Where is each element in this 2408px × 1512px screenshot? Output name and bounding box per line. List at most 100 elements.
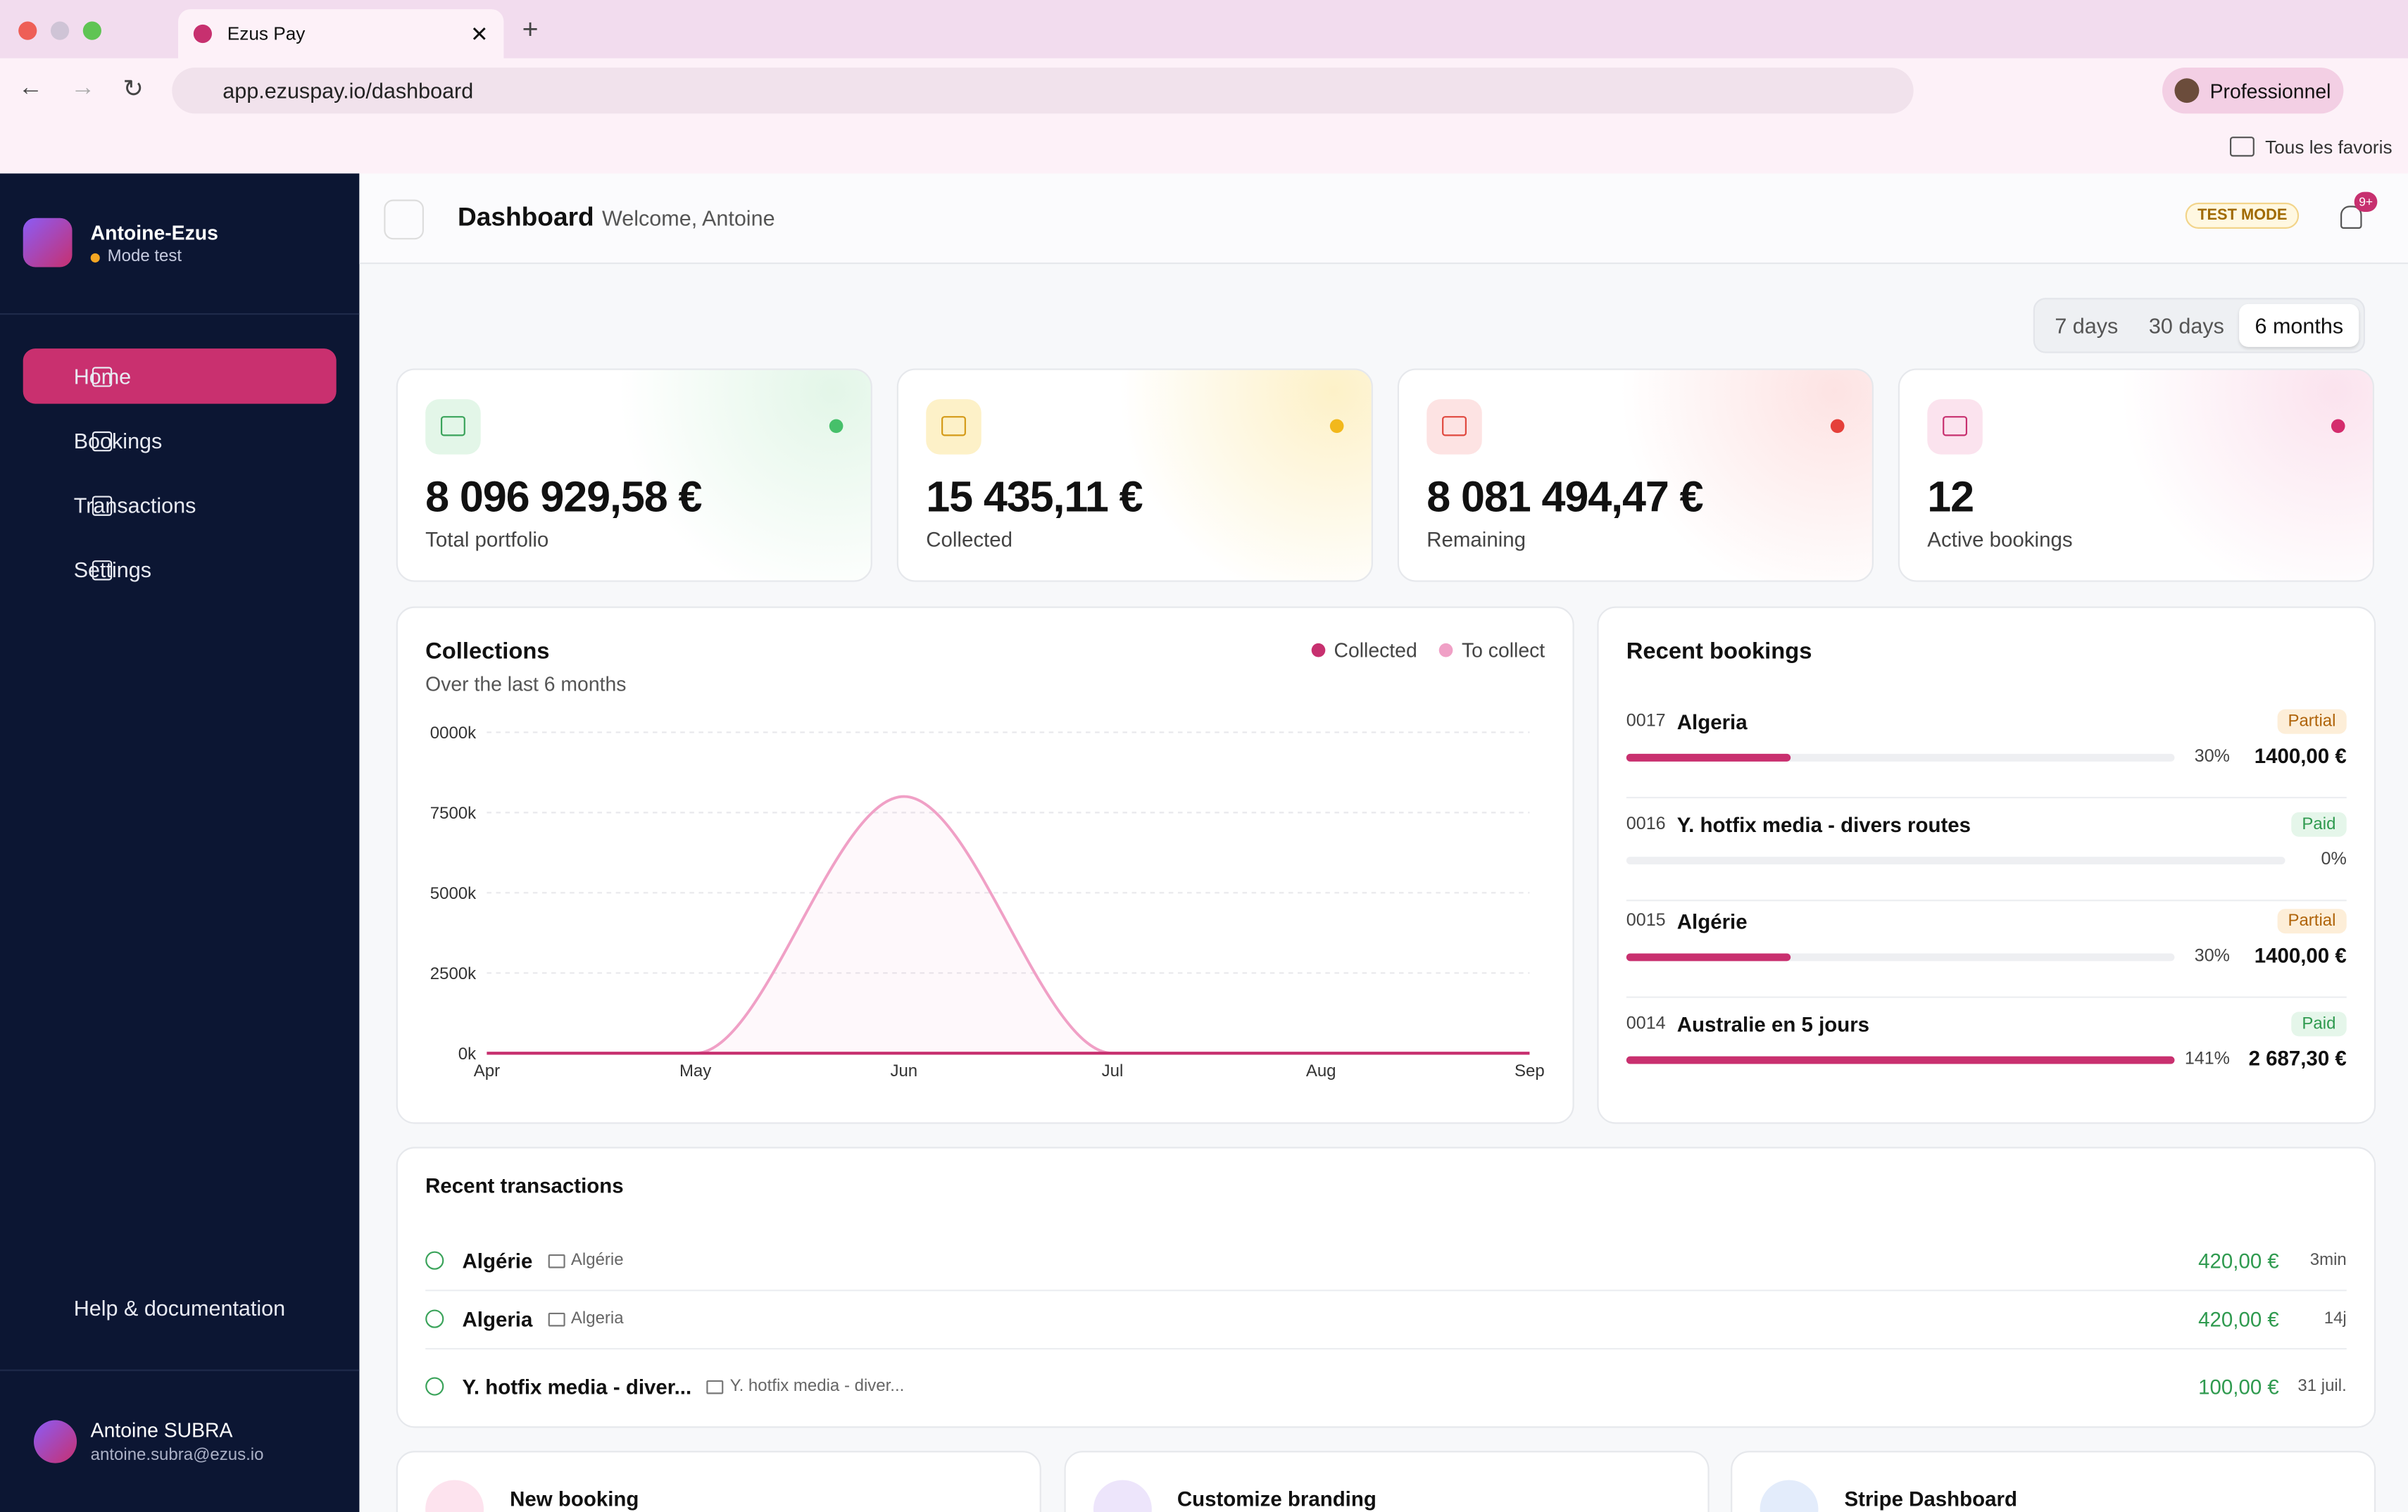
progress-label: 30% <box>2194 748 2230 767</box>
nav-item[interactable]: Settings <box>23 542 337 598</box>
booking-row[interactable]: 0015 Algérie Partial 30% 1400,00 € <box>1626 909 2347 985</box>
action-label: Stripe Dashboard <box>1844 1487 2017 1511</box>
favicon <box>193 24 212 44</box>
check-icon <box>425 1309 444 1328</box>
progress-label: 141% <box>2184 1050 2230 1069</box>
help-link[interactable]: Help & documentation <box>73 1295 286 1321</box>
check-icon <box>425 1377 444 1396</box>
reload-button[interactable]: ↻ <box>123 77 144 103</box>
bookings-card: Recent bookings 0017 Algeria Partial 30% 1400… <box>1597 606 2376 1124</box>
icon-glyph <box>440 416 465 436</box>
stat-card: 8 081 494,47 € Remaining <box>1397 368 1874 582</box>
progress-track <box>1626 857 2285 864</box>
bookmarks-folder[interactable]: Tous les favoris <box>2265 137 2393 158</box>
org-name: Antoine-Ezus <box>90 221 218 244</box>
notification-bell[interactable] <box>2340 206 2362 229</box>
y-tick-label: 0k <box>458 1045 477 1064</box>
user-name: Antoine SUBRA <box>90 1418 233 1442</box>
close-tab[interactable]: ✕ <box>470 20 489 46</box>
org-mode: Mode test <box>107 247 182 266</box>
url: app.ezuspay.io/dashboard <box>222 78 474 103</box>
card-title: Recent bookings <box>1626 638 1812 665</box>
progress-bar <box>1626 753 1791 762</box>
transaction-amount: 420,00 € <box>2198 1249 2279 1273</box>
transaction-name: Y. hotfix media - diver... <box>462 1375 692 1398</box>
org-logo <box>23 218 73 267</box>
booking-id: 0017 <box>1626 712 1666 731</box>
legend-dot <box>1438 643 1453 657</box>
status-dot <box>1830 419 1845 434</box>
close-window[interactable] <box>18 21 37 40</box>
tab[interactable]: Ezus Pay ✕ <box>178 9 504 58</box>
progress-label: 30% <box>2194 947 2230 966</box>
x-tick-label: May <box>679 1061 711 1081</box>
progress-track <box>1626 1056 2175 1064</box>
divider <box>1626 797 2347 799</box>
chart: 0k 2500k 5000k 7500k 0000k Apr May Jun Jul Aug Sep <box>430 724 1545 1081</box>
status-dot <box>2331 419 2345 434</box>
toolbar: ← → ↻ app.ezuspay.io/dashboard Professio… <box>0 58 2408 175</box>
stat-value: 15 435,11 € <box>926 472 1143 521</box>
stat-label: Total portfolio <box>425 528 549 552</box>
booking-id: 0015 <box>1626 912 1666 931</box>
transaction-row[interactable]: Y. hotfix media - diver... Y. hotfix medi… <box>425 1348 2347 1425</box>
booking-row[interactable]: 0017 Algeria Partial 30% 1400,00 € <box>1626 709 2347 786</box>
back-button[interactable]: ← <box>18 75 44 101</box>
nav-label: Bookings <box>73 428 163 453</box>
forward-button[interactable]: → <box>70 75 96 101</box>
transaction-row[interactable]: Algeria Algeria 420,00 € 14j <box>425 1290 2347 1350</box>
icon-glyph <box>1943 416 1968 436</box>
booking-row[interactable]: 0014 Australie en 5 jours Paid 141% 2 687,30… <box>1626 1012 2347 1088</box>
divider <box>0 313 360 315</box>
stat-label: Remaining <box>1426 528 1526 552</box>
profile-name: Professionnel <box>2209 80 2331 103</box>
stat-icon <box>425 399 481 455</box>
nav-label: Settings <box>73 557 152 582</box>
chart-subtitle: Over the last 6 months <box>425 672 627 696</box>
stat-card: 8 096 929,58 € Total portfolio <box>396 368 872 582</box>
x-tick-label: Jun <box>890 1061 917 1081</box>
maximize-window[interactable] <box>82 21 101 40</box>
profile-button[interactable]: Professionnel <box>2162 67 2344 114</box>
transaction-amount: 100,00 € <box>2198 1375 2279 1398</box>
new-tab[interactable]: + <box>522 13 539 45</box>
legend-item: Collected <box>1310 638 1417 662</box>
period-option[interactable]: 30 days <box>2148 313 2224 338</box>
legend-item: To collect <box>1438 638 1545 662</box>
nav-item[interactable]: Home <box>23 348 337 404</box>
period-option[interactable]: 7 days <box>2055 313 2119 338</box>
transaction-time: 14j <box>2324 1309 2347 1328</box>
status-dot <box>90 253 100 263</box>
nav-item[interactable]: Bookings <box>23 413 337 469</box>
period-option[interactable]: 6 months <box>2239 303 2359 347</box>
nav-item[interactable]: Transactions <box>23 477 337 533</box>
action-label: Customize branding <box>1177 1487 1377 1511</box>
divider <box>1626 900 2347 902</box>
transaction-row[interactable]: Algérie Algérie 420,00 € 3min <box>425 1231 2347 1292</box>
stat-value: 8 096 929,58 € <box>425 472 702 521</box>
address-bar[interactable]: app.ezuspay.io/dashboard <box>172 67 1914 114</box>
notification-count: 9+ <box>2354 191 2378 212</box>
x-tick-label: Jul <box>1102 1061 1124 1081</box>
test-mode-badge: TEST MODE <box>2185 202 2300 229</box>
action-card[interactable]: New booking <box>396 1451 1041 1512</box>
user-email: antoine.subra@ezus.io <box>90 1446 264 1465</box>
transaction-amount: 420,00 € <box>2198 1307 2279 1330</box>
stat-value: 12 <box>1927 472 1974 521</box>
minimize-window[interactable] <box>50 21 70 40</box>
transaction-time: 3min <box>2309 1250 2347 1269</box>
action-card[interactable]: Stripe Dashboard <box>1731 1451 2376 1512</box>
action-card[interactable]: Customize branding <box>1063 1451 1709 1512</box>
chart-title: Collections <box>425 638 550 665</box>
page-header: Dashboard Welcome, Antoine TEST MODE 9+ <box>359 173 2408 265</box>
sidebar-toggle[interactable] <box>384 199 424 240</box>
booking-row[interactable]: 0016 Y. hotfix media - divers routes Paid 0… <box>1626 812 2347 889</box>
transaction-ref: Algeria <box>570 1309 624 1328</box>
progress-bar <box>1626 1056 2175 1064</box>
folder-icon <box>2229 137 2255 157</box>
transaction-name: Algérie <box>462 1249 533 1273</box>
stat-value: 8 081 494,47 € <box>1426 472 1703 521</box>
x-tick-label: Sep <box>1515 1061 1545 1081</box>
booking-amount: 1400,00 € <box>2254 944 2347 968</box>
booking-name: Algérie <box>1676 910 1748 934</box>
